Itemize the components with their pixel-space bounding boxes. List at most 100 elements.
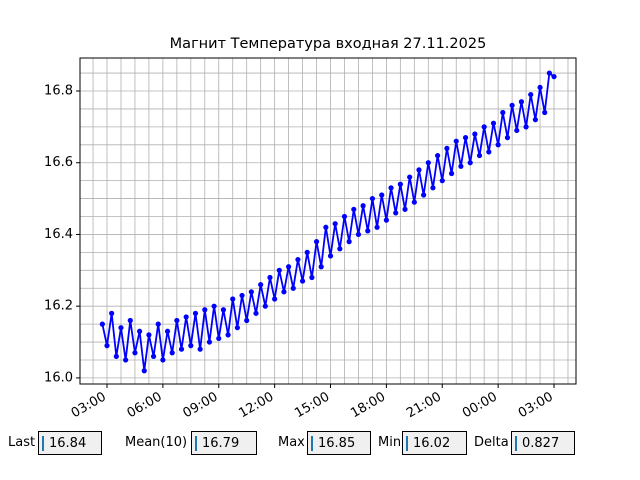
data-point	[528, 91, 534, 98]
data-point	[304, 249, 310, 255]
data-point	[178, 346, 185, 352]
data-point	[458, 163, 464, 169]
data-point	[425, 160, 431, 166]
x-tick-label: 03:00	[516, 390, 556, 420]
data-point	[258, 282, 264, 288]
data-point	[374, 224, 380, 230]
data-point	[495, 142, 501, 148]
data-point	[509, 102, 515, 108]
control-label: Max	[278, 435, 305, 450]
plot-frame	[79, 57, 577, 385]
data-point	[462, 135, 469, 141]
data-point	[532, 117, 538, 123]
text-box[interactable]: 16.02	[402, 431, 467, 455]
data-point	[104, 343, 110, 349]
chart: Магнит Температура входная 27.11.2025 03…	[44, 36, 577, 420]
control-label: Delta	[474, 435, 509, 450]
data-point	[118, 325, 124, 331]
data-point	[397, 181, 403, 187]
data-point	[286, 264, 292, 270]
control-label: Min	[378, 435, 402, 450]
data-point	[486, 149, 492, 155]
data-point	[430, 185, 436, 191]
data-point	[537, 84, 543, 91]
data-point	[132, 350, 138, 356]
data-point	[523, 124, 529, 130]
data-point	[393, 210, 399, 216]
text-box[interactable]: 16.79	[191, 431, 257, 455]
x-tick-label: 00:00	[460, 390, 500, 420]
data-point	[150, 353, 157, 359]
y-tick-label: 16.6	[44, 155, 73, 170]
x-tick-label: 18:00	[348, 390, 388, 420]
data-point	[127, 317, 133, 324]
data-point	[518, 99, 525, 105]
data-point	[542, 109, 548, 116]
data-point	[281, 289, 287, 295]
data-point	[346, 239, 352, 245]
control-label: Mean(10)	[125, 435, 188, 450]
data-point	[351, 206, 357, 212]
data-point	[551, 74, 557, 80]
data-point	[220, 307, 227, 313]
text-box[interactable]: 16.85	[307, 431, 371, 455]
data-point	[383, 217, 389, 223]
data-point	[360, 203, 366, 209]
data-point	[514, 127, 520, 134]
data-point	[481, 124, 487, 130]
data-point	[504, 135, 511, 141]
data-point	[309, 274, 315, 281]
data-point	[500, 109, 506, 116]
data-point	[453, 138, 459, 144]
data-line	[101, 71, 555, 371]
data-point	[365, 228, 371, 234]
data-point	[421, 192, 427, 198]
data-point	[248, 289, 254, 295]
data-point	[369, 195, 376, 202]
data-point	[272, 296, 278, 302]
data-point	[332, 221, 338, 227]
data-point	[109, 310, 115, 316]
data-point	[318, 264, 324, 270]
y-tick-label: 16.4	[44, 227, 73, 242]
data-point	[113, 353, 119, 359]
data-point	[467, 160, 473, 166]
data-point	[146, 332, 152, 338]
data-point	[244, 317, 250, 324]
data-point	[267, 274, 273, 281]
data-point	[337, 246, 343, 252]
data-point	[355, 231, 362, 238]
data-point	[411, 199, 417, 205]
data-point	[160, 357, 166, 363]
text-box[interactable]: 0.827	[511, 431, 575, 455]
data-point	[206, 339, 213, 345]
data-point	[444, 145, 450, 151]
data-point	[295, 256, 301, 263]
x-tick-label: 06:00	[125, 390, 165, 420]
data-point	[164, 328, 171, 334]
data-point	[490, 120, 497, 126]
data-point	[137, 328, 143, 334]
data-point	[290, 285, 296, 291]
text-box[interactable]: 16.84	[38, 431, 102, 455]
data-point	[169, 350, 175, 356]
data-point	[476, 152, 483, 159]
y-tick-label: 16.2	[44, 299, 73, 314]
data-point	[174, 317, 180, 324]
chart-title: Магнит Температура входная 27.11.2025	[170, 36, 487, 52]
data-point	[202, 307, 208, 313]
x-tick-label: 12:00	[236, 390, 276, 420]
data-point	[197, 346, 203, 352]
data-point	[327, 253, 334, 259]
data-point	[448, 170, 455, 177]
data-point	[141, 368, 147, 374]
data-point	[546, 70, 552, 76]
data-point	[435, 152, 441, 159]
data-point	[388, 185, 394, 191]
data-point	[192, 310, 199, 316]
data-point	[407, 174, 413, 180]
x-tick-label: 09:00	[181, 390, 221, 420]
control-label: Last	[8, 435, 36, 450]
data-point	[99, 321, 105, 327]
